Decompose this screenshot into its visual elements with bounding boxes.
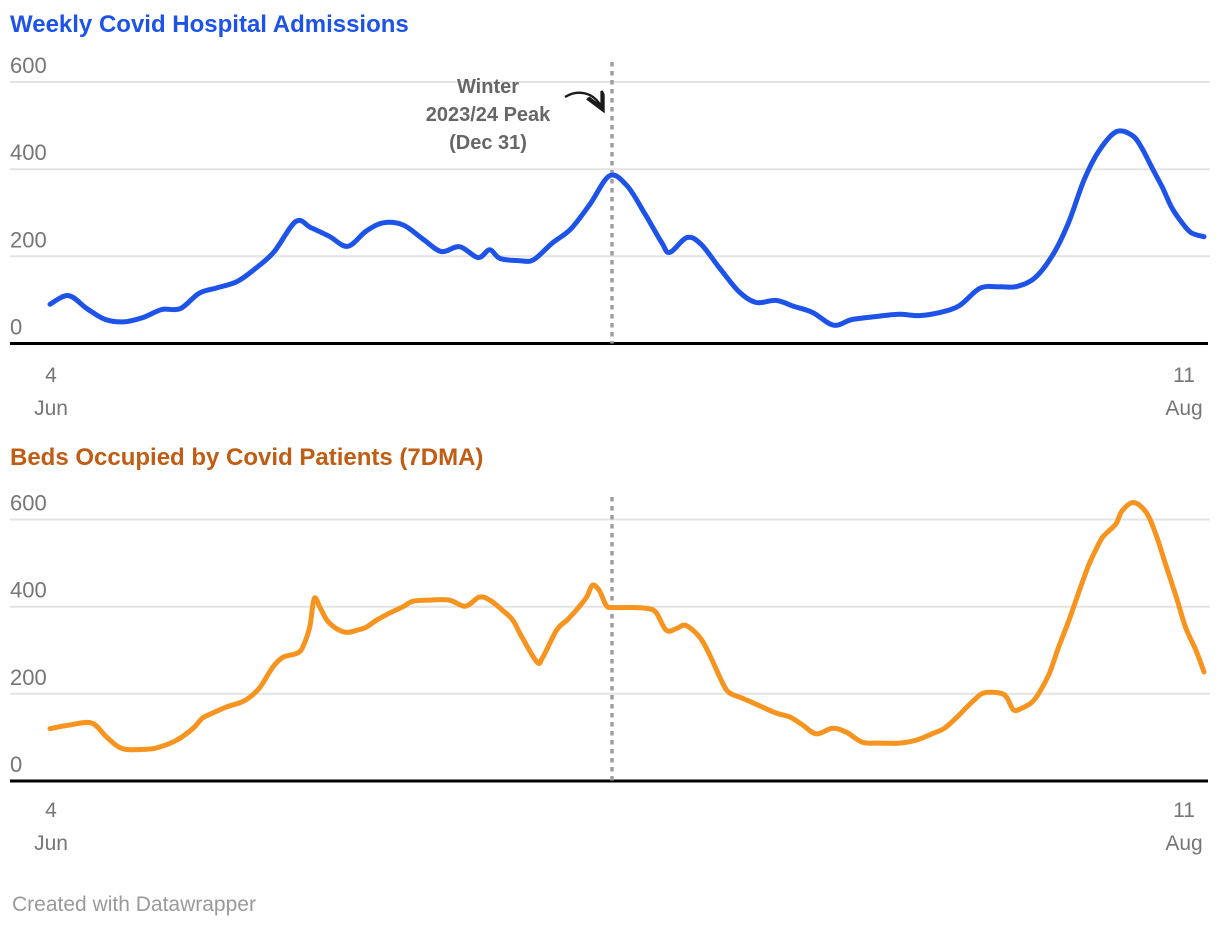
annotation-text: Winter 2023/24 Peak (Dec 31) [426,76,551,154]
y-tick-label: 400 [10,140,47,165]
y-tick-label: 600 [10,491,47,516]
x-axis-end-label-admissions: 11 Aug [1159,359,1209,425]
beds-occupied-line-chart: 0 200 400 600 [10,491,1210,783]
x-axis-end-month: Aug [1165,832,1203,855]
admissions-line-chart: 0 200 400 600 Winter 2023/24 Peak (Dec 31) [10,53,1210,345]
annotation-arrow [564,93,602,108]
x-axis-start-month: Jun [34,397,68,420]
x-axis-start-day: 4 [45,799,57,822]
chart-title-beds-occupied: Beds Occupied by Covid Patients (7DMA) [10,444,484,471]
x-axis-end-day: 11 [1173,364,1195,387]
datawrapper-credit: Created with Datawrapper [12,893,256,916]
x-axis-end-day: 11 [1173,799,1195,822]
y-tick-label: 0 [10,752,22,777]
x-axis-start-day: 4 [45,364,57,387]
y-tick-label: 200 [10,227,47,252]
x-axis-start-label-beds: 4 Jun [28,794,74,860]
x-axis-end-label-beds: 11 Aug [1159,794,1209,860]
x-axis-start-label-admissions: 4 Jun [28,359,74,425]
x-axis-start-month: Jun [34,832,68,855]
y-tick-label: 0 [10,315,22,340]
y-tick-label: 400 [10,578,47,603]
y-tick-label: 600 [10,53,47,78]
admissions-line [47,128,1207,328]
y-tick-label: 200 [10,665,47,690]
x-axis-end-month: Aug [1165,397,1203,420]
chart-title-admissions: Weekly Covid Hospital Admissions [10,11,409,38]
beds-line [47,500,1207,753]
